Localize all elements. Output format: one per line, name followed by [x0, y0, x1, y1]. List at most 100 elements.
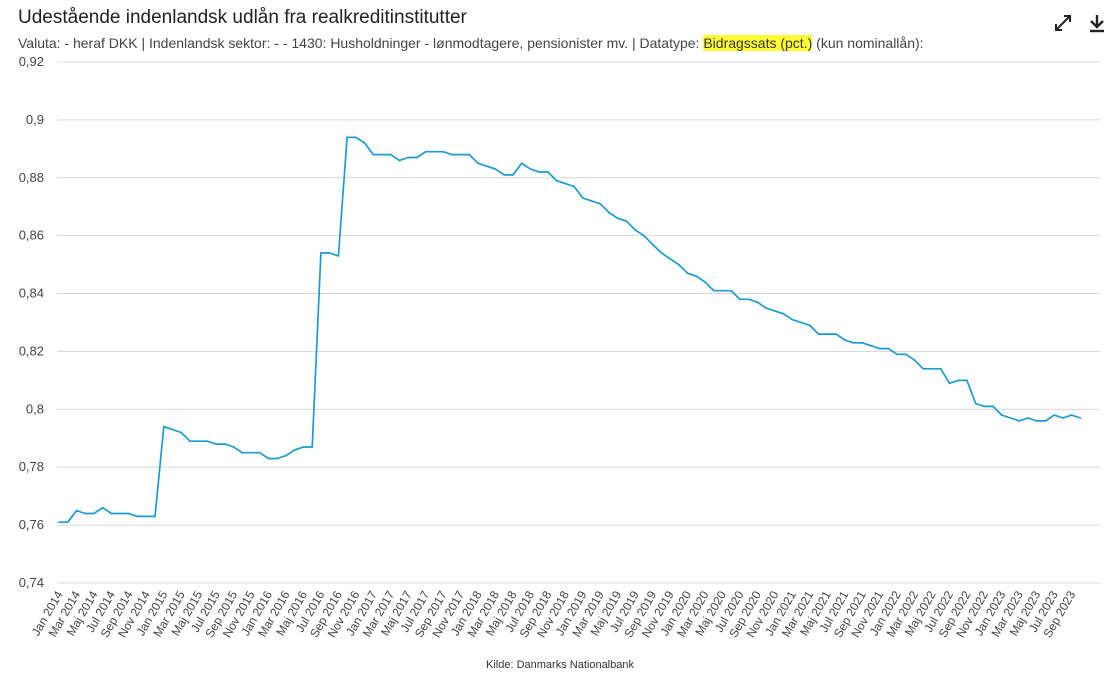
- data-point[interactable]: [250, 451, 252, 454]
- data-point[interactable]: [468, 153, 471, 156]
- data-point[interactable]: [1062, 417, 1064, 419]
- data-point[interactable]: [957, 379, 960, 382]
- data-point[interactable]: [320, 252, 322, 254]
- data-point[interactable]: [346, 136, 348, 139]
- data-point[interactable]: [66, 521, 69, 524]
- data-point[interactable]: [826, 333, 829, 335]
- data-point[interactable]: [232, 446, 235, 448]
- data-point[interactable]: [852, 341, 855, 344]
- data-point[interactable]: [721, 289, 724, 292]
- data-point[interactable]: [450, 153, 453, 156]
- data-point[interactable]: [616, 217, 619, 220]
- data-point[interactable]: [747, 298, 750, 301]
- data-point[interactable]: [206, 440, 209, 443]
- data-point[interactable]: [599, 202, 602, 205]
- data-point[interactable]: [634, 228, 637, 231]
- data-point[interactable]: [1053, 414, 1056, 417]
- data-point[interactable]: [241, 451, 244, 454]
- data-point[interactable]: [800, 321, 802, 324]
- data-point[interactable]: [677, 263, 680, 266]
- data-point[interactable]: [503, 173, 506, 176]
- data-point[interactable]: [258, 451, 261, 454]
- data-point[interactable]: [398, 159, 401, 162]
- data-point[interactable]: [529, 168, 532, 170]
- data-point[interactable]: [931, 367, 933, 370]
- data-point[interactable]: [992, 405, 995, 408]
- data-point[interactable]: [573, 185, 575, 188]
- data-point[interactable]: [669, 257, 671, 260]
- data-point[interactable]: [791, 318, 794, 321]
- data-point[interactable]: [93, 512, 95, 515]
- data-point[interactable]: [878, 347, 881, 350]
- data-point[interactable]: [145, 515, 148, 518]
- data-point[interactable]: [477, 162, 479, 165]
- data-point[interactable]: [939, 367, 942, 370]
- data-point[interactable]: [730, 289, 733, 292]
- data-point[interactable]: [739, 298, 741, 301]
- data-point[interactable]: [1070, 414, 1073, 417]
- data-point[interactable]: [302, 446, 305, 448]
- data-point[interactable]: [1000, 414, 1003, 417]
- data-point[interactable]: [704, 281, 706, 283]
- data-point[interactable]: [407, 156, 410, 159]
- data-point[interactable]: [459, 153, 462, 156]
- data-point[interactable]: [416, 156, 418, 159]
- data-point[interactable]: [817, 333, 820, 335]
- data-point[interactable]: [974, 402, 977, 405]
- data-point[interactable]: [887, 347, 890, 350]
- data-point[interactable]: [101, 506, 104, 509]
- data-point[interactable]: [712, 289, 715, 292]
- data-point[interactable]: [442, 150, 445, 153]
- data-point[interactable]: [276, 457, 279, 460]
- expand-button[interactable]: [1052, 12, 1074, 34]
- data-point[interactable]: [896, 353, 898, 356]
- data-point[interactable]: [215, 443, 218, 445]
- data-point[interactable]: [311, 446, 314, 448]
- data-point[interactable]: [1009, 417, 1012, 419]
- data-point[interactable]: [861, 341, 864, 344]
- data-point[interactable]: [293, 448, 296, 451]
- data-point[interactable]: [372, 153, 375, 156]
- data-point[interactable]: [782, 312, 785, 315]
- data-point[interactable]: [110, 512, 113, 515]
- data-point[interactable]: [966, 379, 968, 382]
- data-point[interactable]: [84, 512, 87, 515]
- data-point[interactable]: [1044, 420, 1047, 422]
- data-point[interactable]: [267, 457, 270, 460]
- data-point[interactable]: [197, 440, 200, 443]
- data-point[interactable]: [922, 367, 925, 370]
- data-point[interactable]: [119, 512, 122, 515]
- data-point[interactable]: [581, 197, 584, 199]
- data-point[interactable]: [590, 200, 593, 202]
- data-point[interactable]: [1018, 420, 1021, 422]
- data-point[interactable]: [695, 275, 698, 278]
- data-point[interactable]: [546, 171, 549, 173]
- data-point[interactable]: [363, 142, 366, 144]
- data-point[interactable]: [180, 431, 183, 434]
- data-point[interactable]: [538, 171, 541, 173]
- data-point[interactable]: [337, 255, 340, 257]
- data-point[interactable]: [1035, 420, 1038, 422]
- data-point[interactable]: [765, 307, 768, 309]
- data-point[interactable]: [808, 324, 811, 327]
- data-point[interactable]: [773, 310, 776, 312]
- data-point[interactable]: [512, 173, 514, 176]
- data-point[interactable]: [625, 220, 628, 223]
- data-point[interactable]: [651, 243, 654, 246]
- data-point[interactable]: [843, 338, 846, 341]
- data-point[interactable]: [424, 150, 427, 153]
- data-point[interactable]: [381, 153, 383, 156]
- data-point[interactable]: [1027, 417, 1029, 419]
- data-point[interactable]: [1079, 417, 1082, 419]
- data-point[interactable]: [948, 382, 951, 385]
- data-point[interactable]: [154, 515, 156, 518]
- download-button[interactable]: [1086, 12, 1108, 34]
- data-point[interactable]: [58, 521, 60, 524]
- data-point[interactable]: [686, 272, 689, 275]
- data-point[interactable]: [75, 509, 78, 512]
- data-point[interactable]: [354, 136, 357, 139]
- data-point[interactable]: [835, 333, 837, 335]
- data-point[interactable]: [983, 405, 986, 408]
- data-point[interactable]: [756, 301, 759, 304]
- data-point[interactable]: [171, 428, 174, 431]
